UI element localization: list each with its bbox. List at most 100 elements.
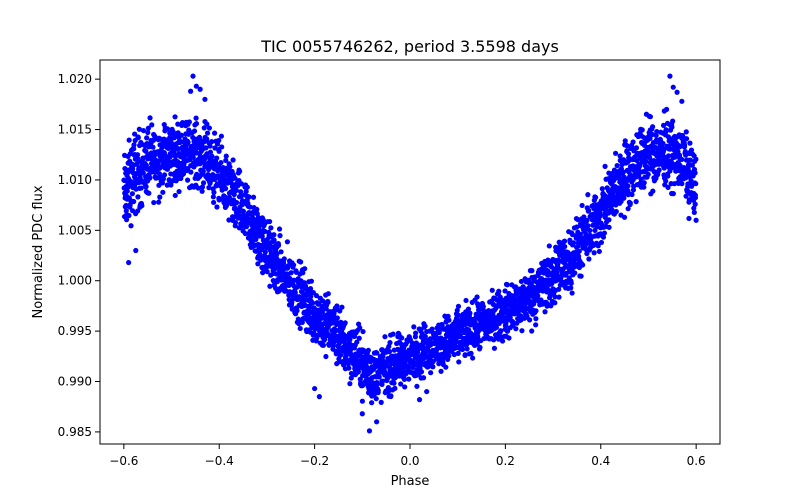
data-point — [441, 336, 447, 342]
data-point — [382, 334, 388, 340]
data-point — [650, 124, 656, 130]
data-point — [300, 270, 306, 276]
data-point — [247, 204, 253, 210]
data-point — [237, 168, 243, 175]
data-point — [548, 264, 555, 270]
data-point — [625, 151, 632, 157]
data-point — [474, 294, 480, 300]
data-point — [233, 187, 239, 193]
data-point — [193, 83, 199, 89]
data-point — [390, 331, 396, 337]
data-point — [600, 234, 607, 240]
data-point — [299, 319, 305, 326]
data-point — [337, 308, 343, 314]
data-point — [564, 280, 570, 286]
data-point — [455, 350, 461, 356]
data-point — [459, 346, 466, 353]
data-point — [278, 249, 284, 255]
data-point — [386, 349, 393, 355]
data-point — [227, 164, 233, 170]
data-point — [499, 338, 506, 344]
data-point — [498, 328, 504, 334]
data-point — [568, 285, 574, 291]
data-point — [683, 129, 689, 135]
data-point — [401, 376, 408, 382]
data-point — [585, 223, 591, 229]
data-point — [624, 143, 630, 149]
data-point — [275, 242, 282, 248]
data-point — [234, 200, 240, 206]
data-point — [138, 185, 144, 191]
data-point — [230, 157, 236, 163]
data-point — [693, 156, 699, 162]
data-point — [172, 192, 178, 199]
data-point — [209, 153, 215, 159]
data-point — [653, 132, 659, 138]
data-point — [242, 230, 248, 237]
data-point — [693, 181, 699, 187]
data-point — [140, 127, 147, 134]
y-tick-label: 1.010 — [58, 173, 92, 187]
data-point — [211, 130, 218, 136]
data-point — [246, 194, 252, 200]
data-point — [380, 378, 386, 384]
data-point — [126, 137, 132, 143]
y-tick-label: 0.995 — [58, 324, 92, 338]
data-point — [161, 172, 168, 178]
data-point — [518, 278, 525, 285]
data-point — [620, 169, 626, 175]
data-point — [606, 224, 612, 230]
data-point — [641, 134, 647, 141]
data-point — [131, 198, 137, 205]
data-point — [175, 146, 181, 152]
data-point — [387, 340, 393, 346]
data-point — [641, 180, 647, 186]
data-point — [297, 325, 303, 332]
data-point — [533, 308, 539, 314]
data-point — [535, 293, 541, 299]
data-point — [312, 385, 318, 392]
data-point — [542, 309, 548, 315]
data-point — [496, 288, 502, 294]
data-point — [489, 287, 495, 293]
data-point — [428, 370, 434, 376]
data-point — [334, 315, 340, 321]
x-tick-label: 0.6 — [687, 454, 706, 468]
data-point — [342, 320, 348, 326]
data-point — [185, 139, 191, 145]
data-point — [323, 353, 329, 360]
data-point — [244, 184, 250, 190]
data-point — [277, 233, 283, 239]
data-point — [406, 365, 412, 371]
data-point — [204, 121, 210, 127]
data-point — [369, 400, 375, 406]
data-point — [159, 144, 165, 150]
data-point — [271, 237, 277, 243]
data-point — [597, 213, 603, 219]
data-point — [197, 86, 203, 92]
data-point — [612, 150, 619, 156]
data-point — [596, 248, 602, 255]
data-point — [133, 247, 139, 254]
data-point — [687, 157, 693, 163]
data-point — [625, 206, 631, 212]
data-point — [374, 381, 381, 387]
data-point — [359, 411, 365, 417]
data-point — [200, 168, 206, 174]
data-point — [209, 139, 215, 145]
data-point — [218, 159, 224, 166]
data-point — [633, 199, 639, 205]
data-point — [179, 119, 186, 126]
data-point — [689, 162, 695, 168]
data-point — [552, 300, 558, 306]
data-point — [570, 240, 577, 246]
data-point — [355, 369, 362, 375]
data-point — [146, 190, 152, 196]
data-point — [691, 209, 697, 216]
data-point — [686, 215, 692, 222]
data-point — [660, 122, 667, 128]
data-point — [128, 223, 134, 229]
data-point — [307, 286, 314, 292]
data-point — [260, 217, 266, 223]
data-point — [683, 136, 690, 142]
